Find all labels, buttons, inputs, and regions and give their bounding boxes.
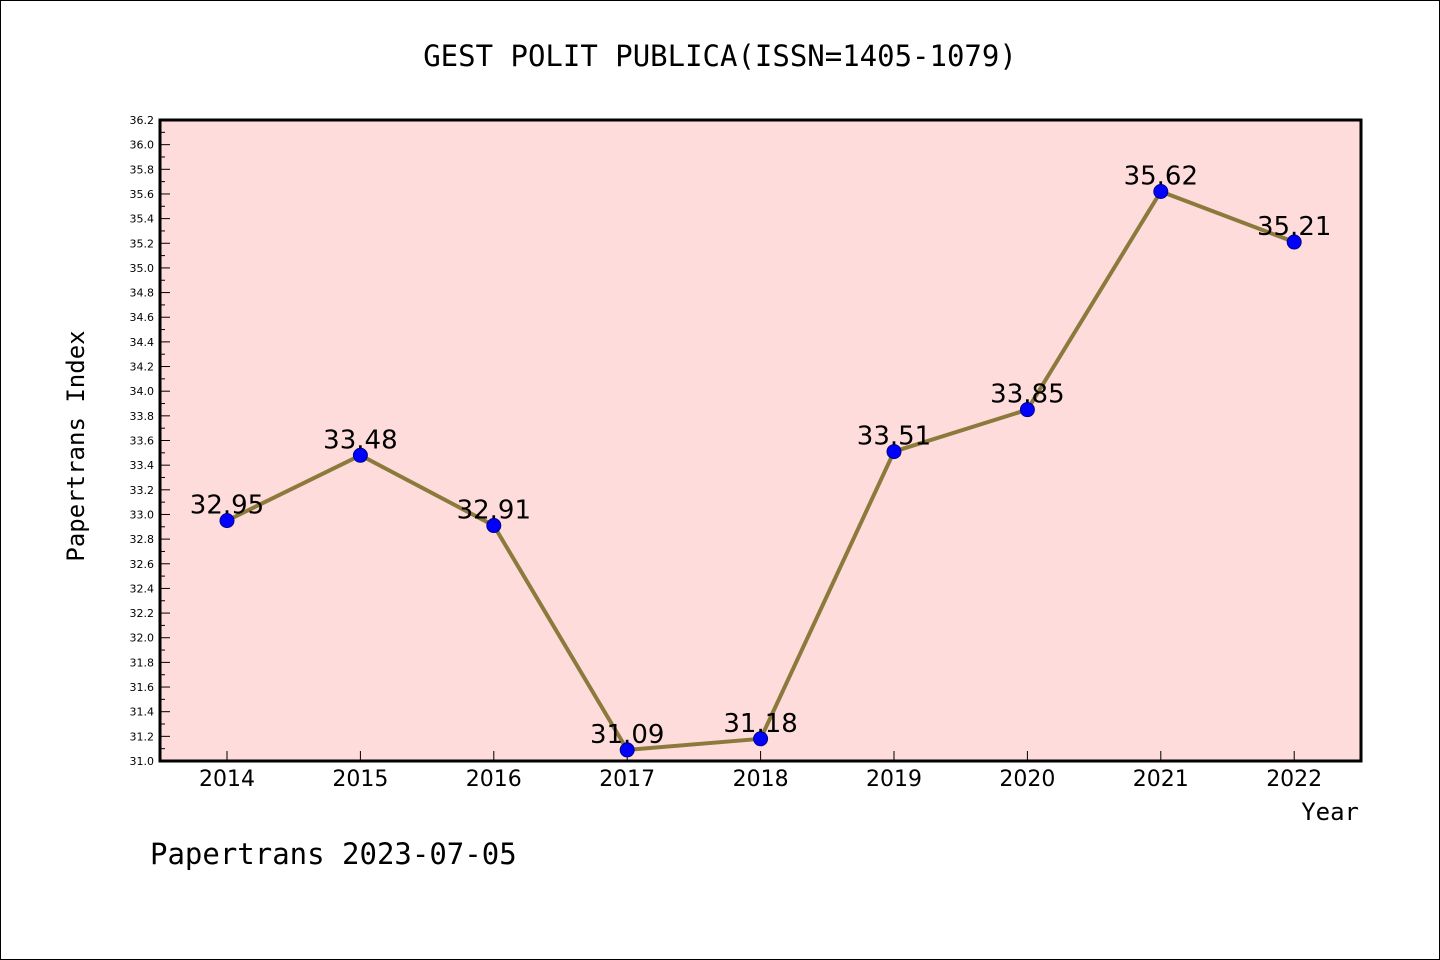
data-point (219, 513, 235, 529)
data-label: 35.21 (1257, 212, 1331, 242)
y-tick-label: 35.0 (130, 262, 155, 275)
y-tick-label: 31.2 (130, 730, 155, 743)
x-tick-label: 2021 (1133, 767, 1189, 792)
y-tick-label: 31.8 (130, 656, 155, 669)
y-tick-label: 34.2 (130, 361, 155, 374)
data-label: 32.95 (190, 491, 264, 521)
plot-border (158, 118, 1363, 763)
y-tick-label: 36.2 (130, 114, 155, 127)
y-tick-label: 32.0 (130, 632, 155, 645)
data-label: 31.18 (723, 709, 797, 739)
y-axis-title: Papertrans Index (62, 330, 90, 561)
x-tick-label: 2014 (199, 767, 255, 792)
data-label: 35.62 (1124, 161, 1198, 191)
data-label: 31.09 (590, 720, 664, 750)
y-tick-label: 32.8 (130, 533, 155, 546)
data-label: 33.51 (857, 422, 931, 452)
markers-group (219, 183, 1302, 758)
y-tick-label: 33.6 (130, 435, 155, 448)
y-tick-label: 35.6 (130, 188, 155, 201)
y-tick-label: 34.6 (130, 311, 155, 324)
x-tick-label: 2022 (1266, 767, 1322, 792)
data-point (753, 731, 769, 747)
footer-credit: Papertrans 2023-07-05 (150, 837, 517, 871)
y-tick-label: 33.2 (130, 484, 155, 497)
data-point (486, 518, 502, 534)
x-tick-label: 2020 (999, 767, 1055, 792)
y-tick-label: 35.8 (130, 163, 155, 176)
y-tick-label: 33.4 (130, 459, 155, 472)
y-axis: 31.0 31.2 31.4 31.6 31.8 32.0 32.2 32.4 32.6 32.8… (130, 114, 170, 768)
data-point (619, 742, 635, 758)
y-tick-label: 36.0 (130, 139, 155, 152)
data-point (1019, 402, 1035, 418)
data-labels-group: 32.95 33.48 32.91 31.09 31.18 33.51 33.85 35.62… (190, 161, 1332, 749)
data-point (886, 444, 902, 460)
x-axis-title: Year (1301, 798, 1359, 826)
y-tick-label: 35.4 (130, 213, 155, 226)
x-tick-label: 2015 (332, 767, 388, 792)
y-tick-label: 34.4 (130, 336, 155, 349)
data-point (1153, 183, 1169, 199)
data-label: 33.85 (990, 380, 1064, 410)
y-tick-label: 31.0 (130, 755, 155, 768)
data-label: 33.48 (323, 425, 397, 455)
y-tick-label: 32.2 (130, 607, 155, 620)
data-point (1286, 234, 1302, 250)
y-tick-label: 33.8 (130, 410, 155, 423)
y-tick-label: 32.6 (130, 558, 155, 571)
y-tick-label: 34.8 (130, 287, 155, 300)
y-tick-label: 34.0 (130, 385, 155, 398)
x-tick-label: 2019 (866, 767, 922, 792)
y-tick-label: 35.2 (130, 237, 155, 250)
x-axis: 2014 2015 2016 2017 2018 2019 2020 2021 2022 (199, 751, 1322, 792)
y-tick-label: 32.4 (130, 582, 155, 595)
y-tick-label: 31.4 (130, 706, 155, 719)
chart-title: GEST POLIT PUBLICA(ISSN=1405-1079) (423, 39, 1017, 73)
plot-area (160, 120, 1361, 761)
x-tick-label: 2018 (733, 767, 789, 792)
data-label: 32.91 (457, 496, 531, 526)
x-tick-label: 2016 (466, 767, 522, 792)
data-point (352, 447, 368, 463)
y-tick-label: 33.0 (130, 508, 155, 521)
x-tick-label: 2017 (599, 767, 655, 792)
y-tick-label: 31.6 (130, 681, 155, 694)
